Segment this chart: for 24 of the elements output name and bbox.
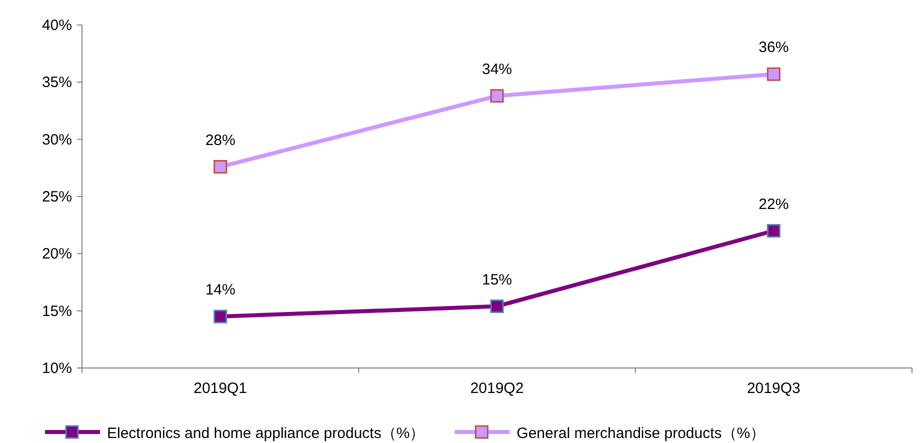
y-tick-label: 10%	[42, 360, 72, 377]
y-tick-label: 25%	[42, 188, 72, 206]
y-tick-label: 35%	[42, 74, 72, 92]
y-tick-label: 15%	[42, 302, 72, 320]
point	[490, 300, 504, 314]
y-tick-label: 30%	[42, 131, 72, 148]
y-tick-label: 20%	[42, 246, 72, 263]
legend-label: Electronics and home appliance products（%）	[107, 425, 425, 442]
point	[766, 224, 780, 238]
data-label: 22%	[758, 196, 789, 213]
data-label: 14%	[205, 282, 236, 299]
point	[214, 310, 228, 324]
legend-label: General merchandise products（%）	[516, 425, 766, 442]
y-tick-label: 40%	[42, 17, 72, 34]
x-tick-label: 2019Q3	[746, 380, 800, 397]
point	[214, 160, 228, 174]
x-tick-label: 2019Q2	[470, 380, 524, 397]
data-label: 15%	[482, 271, 512, 288]
data-label: 36%	[758, 39, 789, 56]
x-tick-label: 2019Q1	[194, 380, 248, 397]
data-label: 28%	[205, 132, 236, 149]
point	[490, 89, 504, 103]
data-label: 34%	[482, 60, 512, 78]
point	[766, 67, 780, 81]
